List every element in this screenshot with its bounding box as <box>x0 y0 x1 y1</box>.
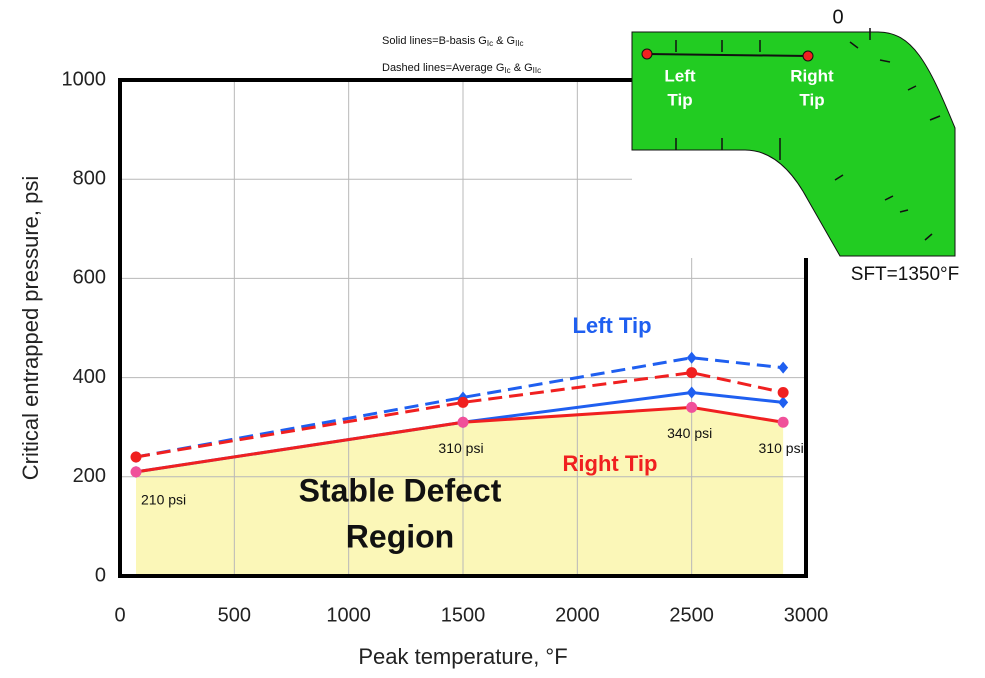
marker <box>778 387 789 398</box>
chart: 0 500 1000 1500 2000 2500 3000 0 200 400 600 800 100… <box>0 0 985 678</box>
marker <box>458 397 469 408</box>
data-label: 210 psi <box>141 492 186 508</box>
x-tick-label: 3000 <box>784 604 829 626</box>
legend-note: Solid lines=B-basis GIc & GIIc <box>382 35 524 48</box>
x-tick-label: 0 <box>114 604 125 626</box>
marker <box>778 362 788 374</box>
y-tick-label: 200 <box>73 465 106 487</box>
x-tick-label: 2500 <box>669 604 714 626</box>
inset-label: Tip <box>667 90 692 109</box>
page: {"chart_data": { "type": "line", "x": [7… <box>0 0 985 678</box>
note-text: Dashed lines=Average G <box>382 62 504 74</box>
inset-label: SFT=1350°F <box>851 264 959 285</box>
marker <box>686 367 697 378</box>
y-tick-label: 400 <box>73 366 106 388</box>
y-tick-label: 0 <box>95 564 106 586</box>
marker <box>686 402 697 413</box>
series-label: Left Tip <box>572 313 651 338</box>
marker <box>687 352 697 364</box>
inset-label: Tip <box>799 90 824 109</box>
data-label: 310 psi <box>759 440 804 456</box>
marker <box>131 466 142 477</box>
inset-tip <box>803 51 813 61</box>
inset-zero: 0 <box>832 6 843 28</box>
y-tick-label: 600 <box>73 267 106 289</box>
marker <box>458 417 469 428</box>
data-label: 310 psi <box>438 440 483 456</box>
x-tick-label: 1500 <box>441 604 486 626</box>
data-label: 340 psi <box>667 425 712 441</box>
note-text: & G <box>511 62 533 74</box>
series-label: Right Tip <box>563 451 658 476</box>
marker <box>131 451 142 462</box>
x-axis-label: Peak temperature, °F <box>358 644 567 669</box>
note-sub: IIc <box>515 39 523 48</box>
note-text: Solid lines=B-basis G <box>382 35 487 47</box>
marker <box>687 386 697 398</box>
y-tick-label: 1000 <box>62 68 107 90</box>
marker <box>778 417 789 428</box>
x-tick-label: 2000 <box>555 604 600 626</box>
inset-label: Left <box>664 66 696 85</box>
y-axis-label: Critical entrapped pressure, psi <box>18 176 43 480</box>
region-label: Stable Defect <box>299 472 502 508</box>
y-tick-label: 800 <box>73 167 106 189</box>
legend-note: Dashed lines=Average GIc & GIIc <box>382 62 541 75</box>
region-label: Region <box>346 518 454 554</box>
note-sub: IIc <box>533 66 541 75</box>
inset-tip <box>642 49 652 59</box>
x-tick-label: 500 <box>218 604 251 626</box>
inset-label: Right <box>790 66 834 85</box>
note-text: & G <box>493 35 515 47</box>
x-tick-label: 1000 <box>326 604 371 626</box>
marker <box>778 396 788 408</box>
